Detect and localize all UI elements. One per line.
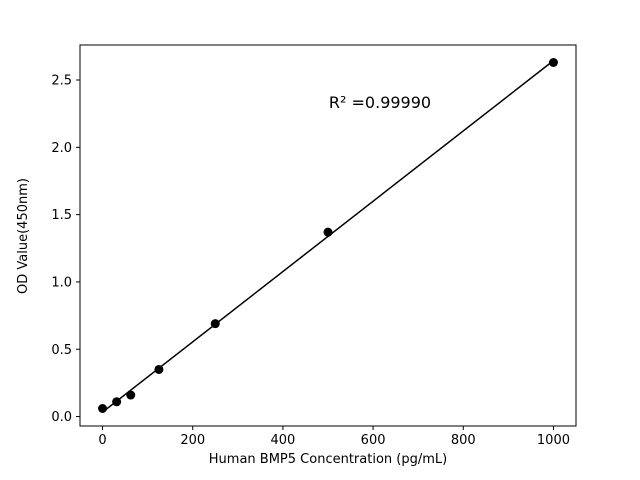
x-tick-label: 0	[98, 433, 106, 448]
plot-area: 0 200 400 600 800 1000 0.0 0.5 1.0 1.5 2.0 2.5	[51, 44, 577, 448]
x-tick-label: 1000	[537, 433, 570, 448]
y-tick-label: 2.0	[51, 141, 72, 156]
r-squared-annotation: R² =0.99990	[329, 93, 431, 112]
x-tick-label: 400	[270, 433, 295, 448]
y-tick-label: 2.5	[51, 74, 72, 89]
plot-border	[79, 44, 577, 427]
x-tick-label: 200	[180, 433, 205, 448]
data-point	[154, 364, 164, 374]
data-point	[98, 403, 108, 413]
x-tick-label: 800	[451, 433, 476, 448]
y-axis-label: OD Value(450nm)	[16, 178, 31, 294]
y-tick-label: 0.5	[51, 343, 72, 358]
data-point	[112, 397, 122, 407]
x-tick-label: 600	[361, 433, 386, 448]
data-point	[210, 319, 220, 329]
x-axis-label: Human BMP5 Concentration (pg/mL)	[209, 452, 447, 467]
y-tick-label: 1.5	[51, 208, 72, 223]
y-tick-label: 1.0	[51, 275, 72, 290]
data-point	[126, 390, 136, 400]
data-point	[548, 58, 558, 68]
data-point	[323, 227, 333, 237]
y-tick-label: 0.0	[51, 410, 72, 425]
